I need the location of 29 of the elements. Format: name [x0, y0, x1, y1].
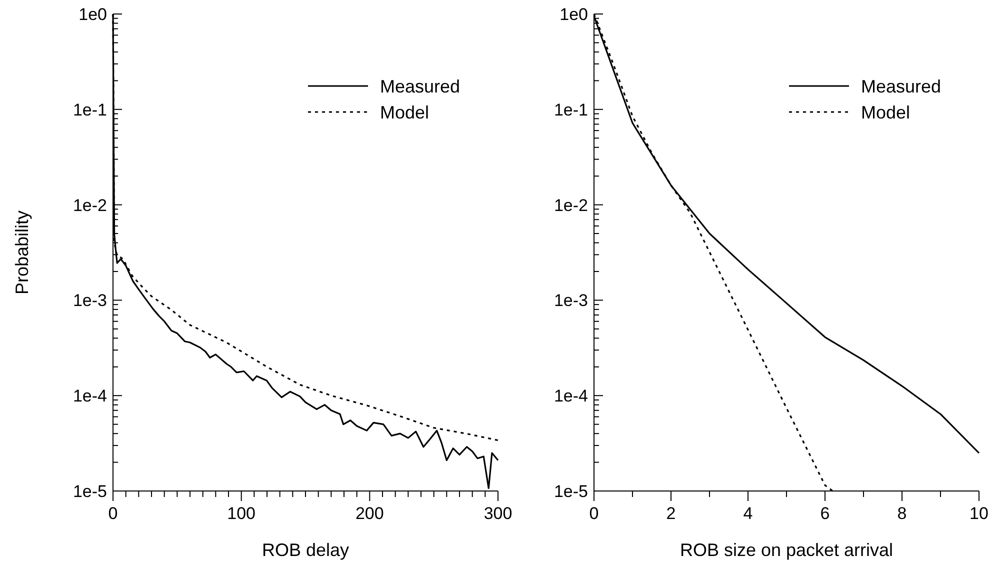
- y-tick-label: 1e-3: [72, 291, 107, 310]
- legend-label: Model: [380, 102, 430, 122]
- x-tick-label: 2: [666, 504, 676, 523]
- y-tick-label: 1e-2: [72, 196, 107, 215]
- x-axis-title: ROB size on packet arrival: [680, 540, 894, 560]
- legend-label: Measured: [861, 76, 942, 96]
- y-tick-label: 1e-5: [72, 482, 107, 501]
- x-tick-label: 4: [743, 504, 753, 523]
- y-tick-label: 1e-2: [554, 196, 588, 215]
- y-tick-label: 1e0: [560, 4, 588, 24]
- y-tick-label: 1e-3: [554, 291, 588, 310]
- y-tick-label: 1e-4: [72, 386, 107, 406]
- y-tick-label: 1e-4: [554, 386, 588, 406]
- y-tick-label: 1e-1: [554, 100, 588, 120]
- x-axis-title: ROB delay: [262, 540, 350, 560]
- y-tick-label: 1e-1: [72, 100, 107, 120]
- y-tick-label: 1e0: [78, 4, 107, 24]
- x-tick-label: 0: [108, 504, 118, 523]
- x-tick-label: 200: [355, 504, 384, 523]
- x-tick-label: 300: [484, 504, 512, 523]
- x-tick-label: 10: [970, 504, 988, 523]
- x-tick-label: 0: [589, 504, 599, 523]
- legend-label: Model: [861, 102, 910, 122]
- x-tick-label: 6: [820, 504, 830, 523]
- legend-label: Measured: [380, 76, 460, 96]
- x-tick-label: 8: [897, 504, 907, 523]
- y-axis-title: Probability: [12, 210, 32, 295]
- x-tick-label: 100: [227, 504, 256, 523]
- y-tick-label: 1e-5: [554, 482, 588, 501]
